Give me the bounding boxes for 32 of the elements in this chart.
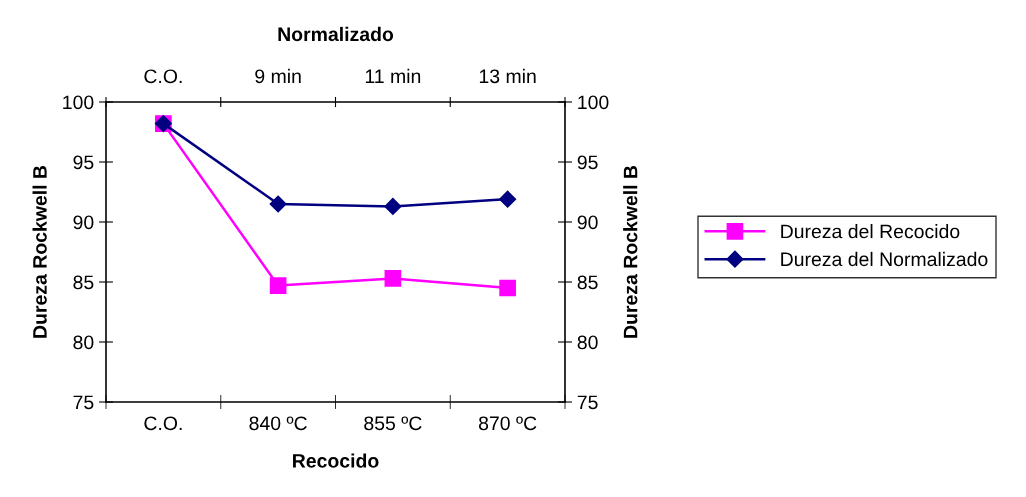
legend-label: Dureza del Normalizado — [781, 251, 988, 267]
x-tick-label: 855 ºC — [364, 416, 422, 431]
x-tick-label: 840 ºC — [249, 416, 307, 431]
y-tick-label: 85 — [73, 275, 94, 290]
y-axis-title: Dureza Rockwell B — [32, 165, 47, 338]
y-tick-label: 100 — [63, 95, 94, 110]
y-tick-label: 75 — [73, 395, 94, 410]
point — [499, 279, 516, 297]
text: 9 min — [255, 68, 301, 84]
y2-axis-title: Dureza Rockwell B — [623, 165, 638, 338]
x-tick-label: C.O. — [144, 416, 182, 431]
point — [384, 197, 402, 215]
y2-tick-label: 80 — [577, 335, 598, 350]
text: C.O. — [144, 69, 182, 84]
text: 13 min — [479, 68, 536, 84]
y-tick-label: 90 — [73, 215, 94, 230]
point — [269, 277, 287, 294]
text: 11 min — [365, 68, 421, 83]
x-tick-label: 870 ºC — [478, 416, 537, 431]
point — [269, 195, 287, 213]
y2-tick-label: 85 — [577, 275, 598, 290]
y2-tick-label: 95 — [577, 155, 598, 170]
y-tick-label: 80 — [73, 335, 94, 350]
x2-axis-title: Normalizado — [278, 26, 394, 42]
legend-label: Dureza del Recocido — [781, 224, 960, 239]
y-tick-label: 95 — [73, 155, 94, 170]
x-axis-title: Recocido — [293, 453, 379, 468]
y2-tick-label: 100 — [578, 95, 609, 110]
y2-tick-label: 75 — [577, 395, 598, 410]
y2-tick-label: 90 — [577, 215, 598, 230]
point — [384, 270, 402, 287]
point — [499, 190, 517, 208]
